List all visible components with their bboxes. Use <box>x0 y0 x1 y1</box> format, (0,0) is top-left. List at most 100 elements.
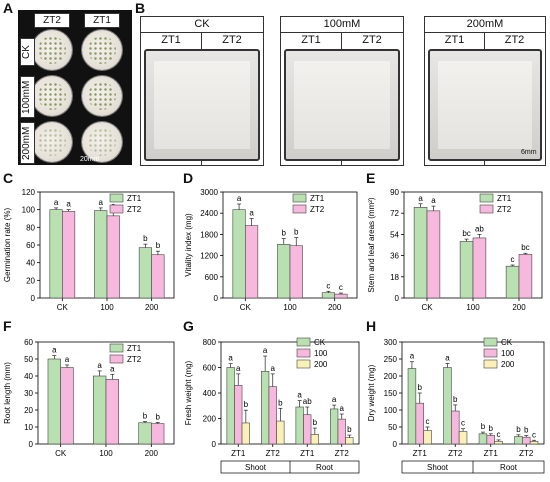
x-tick-label: 200 <box>512 303 526 312</box>
group-title: CK <box>141 17 263 33</box>
y-tick-label: 0 <box>31 294 36 303</box>
x-tick-label: 200 <box>328 303 342 312</box>
bar-g <box>330 408 339 445</box>
x-tick-label: 100 <box>99 449 113 458</box>
significance-letter: b <box>244 400 249 409</box>
plate <box>82 76 122 116</box>
plate <box>82 30 122 70</box>
significance-letter: c <box>532 430 536 439</box>
bar-g <box>303 414 312 445</box>
bar-f <box>151 423 165 445</box>
significance-letter: a <box>249 209 254 218</box>
x-tick-label: 200 <box>145 303 159 312</box>
y-axis-label: Root length (mm) <box>3 362 12 424</box>
plate <box>32 30 72 70</box>
significance-letter: a <box>271 364 276 373</box>
row-label-ck: CK <box>20 38 35 66</box>
bar-h <box>458 431 468 445</box>
significance-letter: a <box>410 352 415 361</box>
y-axis-label: Vitality index (mg) <box>184 213 193 277</box>
y-tick-label: 600 <box>205 273 219 282</box>
bar-g <box>261 371 270 445</box>
y-tick-label: 100 <box>384 406 398 415</box>
legend-label: ZT2 <box>127 355 142 364</box>
bar-d <box>232 209 246 299</box>
y-tick-label: 40 <box>24 372 33 381</box>
x-tick-label: ZT1 <box>484 449 499 458</box>
panel-letter-h: H <box>366 318 377 334</box>
significance-letter: a <box>52 346 57 355</box>
row-label-200mm: 200mM <box>20 122 35 164</box>
bar-g <box>226 367 235 445</box>
significance-letter: a <box>418 194 423 203</box>
y-tick-label: 400 <box>203 389 217 398</box>
seedling-tray <box>428 49 542 161</box>
legend-swatch <box>296 348 311 358</box>
bar-g <box>310 434 319 445</box>
y-tick-label: 72 <box>390 209 399 218</box>
plate <box>82 122 122 162</box>
legend-label: CK <box>501 338 513 347</box>
bar-g <box>295 406 304 445</box>
legend-label: ZT2 <box>310 205 325 214</box>
x-tick-label: ZT2 <box>266 449 281 458</box>
legend-label: ZT1 <box>127 194 142 203</box>
legend-label: ZT2 <box>497 205 512 214</box>
significance-letter: c <box>511 255 515 264</box>
x-tick-label: 200 <box>145 449 159 458</box>
y-tick-label: 60 <box>24 338 33 347</box>
x-tick-label: ZT1 <box>413 449 428 458</box>
sub-label: ZT2 <box>222 34 242 46</box>
seedling-tray <box>284 49 400 161</box>
significance-letter: ab <box>303 397 312 406</box>
significance-letter: a <box>431 196 436 205</box>
significance-letter: a <box>99 198 104 207</box>
y-axis-label: Stem and leaf areas (mm²) <box>367 197 376 292</box>
significance-letter: a <box>297 391 302 400</box>
significance-letter: c <box>461 419 465 428</box>
x-tick-label: 100 <box>466 303 480 312</box>
y-tick-label: 600 <box>203 364 217 373</box>
bar-h <box>529 440 539 445</box>
bar-d <box>289 245 303 299</box>
significance-letter: b <box>481 422 486 431</box>
group-title: 100mM <box>281 17 403 33</box>
group-label: Root <box>316 463 334 472</box>
y-tick-label: 250 <box>384 355 398 364</box>
y-tick-label: 0 <box>29 440 34 449</box>
significance-letter: bc <box>462 229 470 238</box>
significance-letter: b <box>143 412 148 421</box>
bar-h <box>514 436 523 445</box>
y-tick-label: 20 <box>24 406 33 415</box>
bar-e <box>459 241 474 299</box>
legend-swatch <box>109 204 124 214</box>
significance-letter: c <box>326 281 330 290</box>
bar-d <box>334 293 348 299</box>
significance-letter: c <box>426 417 430 426</box>
legend-swatch <box>292 204 307 214</box>
bar-f <box>47 358 61 445</box>
bar-f <box>105 379 119 445</box>
significance-letter: a <box>340 404 345 413</box>
legend-swatch <box>483 337 498 347</box>
significance-letter: a <box>236 364 241 373</box>
legend-label: 200 <box>501 360 515 369</box>
bar-g <box>268 386 277 445</box>
bar-g <box>276 420 285 445</box>
bar-e <box>413 207 428 299</box>
legend-swatch <box>109 343 124 353</box>
legend-swatch <box>479 193 494 203</box>
y-tick-label: 30 <box>24 389 33 398</box>
sub-label: ZT2 <box>362 34 382 46</box>
panel-letter-g: G <box>183 318 194 334</box>
legend-swatch <box>296 359 311 369</box>
panel-letter-d: D <box>183 170 194 186</box>
tray-group-ck: CK ZT1 ZT2 <box>140 16 264 166</box>
sub-label: ZT1 <box>444 34 465 46</box>
bar-h <box>494 440 503 445</box>
bar-g <box>234 385 243 445</box>
significance-letter: a <box>445 353 450 362</box>
